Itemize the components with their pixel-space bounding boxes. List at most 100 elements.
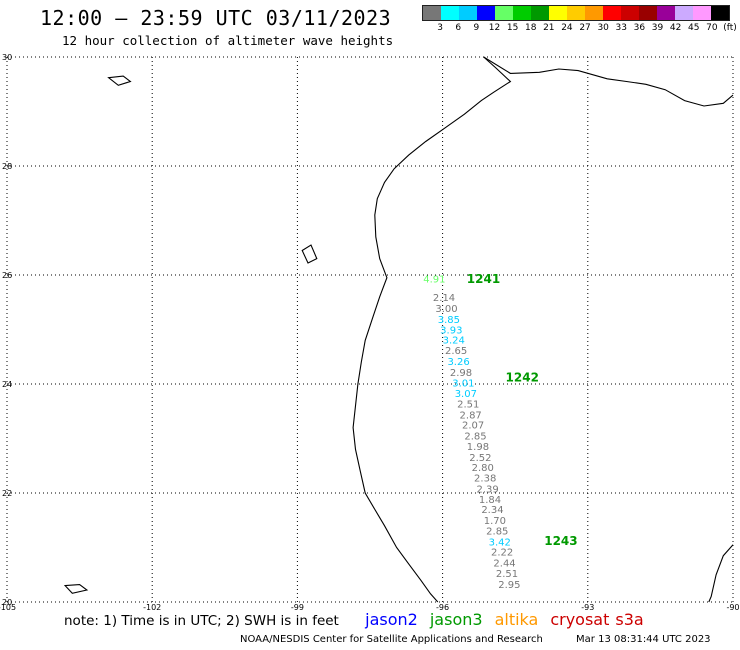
wave-height-value: 2.98: [450, 368, 472, 379]
legend-label: 45: [688, 23, 700, 33]
wave-height-value: 3.01: [452, 379, 474, 390]
lat-tick-label: 20: [2, 598, 12, 607]
lon-tick-label: -102: [143, 603, 161, 612]
footer-credit-row: NOAA/NESDIS Center for Satellite Applica…: [240, 634, 711, 645]
legend-label: 36: [633, 23, 646, 33]
wave-height-value: 2.95: [498, 580, 520, 591]
legend-label: (ft): [723, 23, 737, 33]
satellite-name: jason2: [365, 610, 418, 629]
pass-labels: 1241 1242 1243: [467, 272, 578, 548]
lat-tick-label: 30: [2, 53, 12, 62]
axis-tick-labels: 30 28 26 24 22 20-105 -102 -99 -96 -93 -90: [0, 53, 740, 612]
satellite-name: altika: [494, 610, 539, 629]
lat-tick-label: 24: [2, 380, 12, 389]
lon-tick-label: -99: [291, 603, 304, 612]
pass-number-label: 1243: [544, 534, 577, 548]
legend-labels: 3 6 9 12 15 18 21 24 27 30 33 36 39 42 45 70 (ft): [422, 21, 737, 35]
wave-height-value: 3.07: [455, 389, 477, 400]
wave-height-value: 3.24: [443, 336, 465, 347]
wave-height-value: 2.85: [486, 526, 508, 537]
legend-swatch: [585, 6, 603, 20]
map-subtitle: 12 hour collection of altimeter wave hei…: [62, 33, 394, 48]
color-scale-legend: 3 6 9 12 15 18 21 24 27 30 33 36 39 42 45 70 (ft): [422, 5, 737, 35]
satellite-legend: jason2 jason3 altika cryosat s3a: [343, 610, 644, 629]
coastline: [63, 56, 734, 603]
legend-label: 33: [615, 23, 628, 33]
footer-note: note: 1) Time is in UTC; 2) SWH is in fe…: [64, 613, 339, 629]
wave-height-value: 2.38: [474, 474, 496, 485]
lake-outline: [301, 244, 318, 264]
wave-height-value: 2.51: [457, 399, 479, 410]
legend-swatch: [621, 6, 639, 20]
lake-outline: [107, 75, 132, 86]
legend-label: 9: [473, 23, 480, 33]
wave-height-value: 3.00: [435, 304, 457, 315]
lake-outline: [63, 584, 89, 594]
wave-height-value: 2.22: [491, 548, 513, 559]
legend-label: 3: [437, 23, 443, 33]
wave-height-value: 2.85: [464, 432, 486, 443]
wave-height-value: 2.87: [460, 410, 482, 421]
wave-height-value: 3.85: [438, 315, 460, 326]
lon-tick-label: -96: [436, 603, 449, 612]
wave-height-value: 4.91: [423, 275, 445, 286]
legend-label: 15: [506, 23, 519, 33]
legend-swatch: [657, 6, 675, 20]
legend-swatch: [711, 6, 729, 20]
legend-label: 6: [455, 23, 462, 33]
legend-swatch: [513, 6, 531, 20]
wave-height-value: 3.26: [447, 357, 469, 368]
legend-label: 39: [651, 23, 664, 33]
legend-swatch: [441, 6, 459, 20]
wave-height-value: 1.84: [479, 495, 501, 506]
legend-swatch: [603, 6, 621, 20]
legend-label: 42: [669, 23, 682, 33]
wave-height-value: 2.52: [469, 453, 491, 464]
legend-label: 21: [543, 23, 555, 33]
map-title: 12:00 – 23:59 UTC 03/11/2023: [40, 6, 392, 30]
credit-text: NOAA/NESDIS Center for Satellite Applica…: [240, 634, 543, 645]
wave-height-value: 2.44: [493, 559, 515, 570]
footer-note-row: note: 1) Time is in UTC; 2) SWH is in fe…: [64, 610, 644, 629]
legend-label: 12: [488, 23, 501, 33]
wave-height-value: 3.93: [440, 325, 462, 336]
wave-height-value: 3.42: [489, 537, 511, 548]
satellite-name: jason3: [429, 610, 483, 629]
pass-number-label: 1242: [506, 370, 539, 384]
wave-height-value: 1.70: [484, 516, 506, 527]
lat-lon-grid: [6, 56, 734, 603]
wave-height-value: 2.07: [462, 421, 484, 432]
legend-label: 24: [561, 23, 573, 33]
wave-height-value: 1.98: [467, 442, 489, 453]
lat-tick-label: 22: [2, 489, 12, 498]
lon-tick-label: -90: [726, 603, 739, 612]
wave-height-value: 2.39: [476, 484, 498, 495]
timestamp-text: Mar 13 08:31:44 UTC 2023: [576, 634, 711, 645]
lon-tick-label: -105: [0, 603, 16, 612]
legend-label: 27: [579, 23, 591, 33]
legend-swatch: [549, 6, 567, 20]
satellite-name: s3a: [615, 610, 644, 629]
satellite-name: cryosat: [550, 610, 610, 629]
legend-swatch: [693, 6, 711, 20]
map-frame: [7, 57, 733, 602]
lat-tick-label: 28: [2, 162, 12, 171]
legend-swatch: [567, 6, 585, 20]
wave-height-value: 2.65: [445, 346, 467, 357]
legend-swatch: [459, 6, 477, 20]
coastline-gulf-west: [352, 56, 512, 603]
legend-label: 70: [706, 23, 718, 33]
legend-swatch: [495, 6, 513, 20]
pass-number-label: 1241: [467, 272, 500, 286]
coastline-louisiana: [483, 56, 734, 107]
legend-swatch: [423, 6, 441, 20]
legend-swatch: [675, 6, 693, 20]
legend-swatches: [422, 5, 730, 21]
legend-label: 30: [597, 23, 609, 33]
wave-height-value: 2.51: [496, 569, 518, 580]
wave-height-value: 2.34: [481, 505, 503, 516]
lat-tick-label: 26: [2, 271, 12, 280]
legend-label: 18: [524, 23, 537, 33]
legend-swatch: [639, 6, 657, 20]
